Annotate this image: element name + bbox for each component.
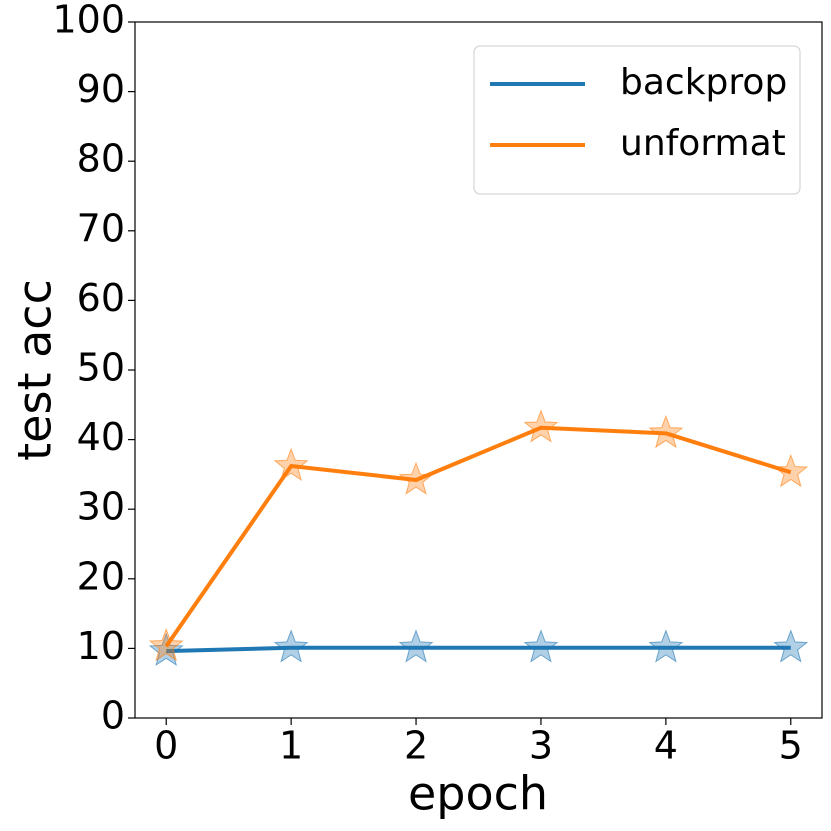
marker xyxy=(398,629,434,663)
marker xyxy=(523,409,559,443)
x-axis-label: epoch xyxy=(408,767,548,821)
x-tick-label: 0 xyxy=(154,724,178,768)
marker xyxy=(648,629,684,663)
marker xyxy=(398,461,434,495)
y-tick-label: 10 xyxy=(77,624,125,668)
plot-frame xyxy=(134,21,823,719)
marker xyxy=(773,453,809,488)
y-tick-label: 0 xyxy=(101,694,125,738)
y-tick-label: 80 xyxy=(77,137,125,181)
x-tick-label: 4 xyxy=(654,724,678,768)
marker xyxy=(273,629,309,663)
marker xyxy=(773,629,809,663)
y-tick-label: 70 xyxy=(77,206,125,250)
series-line xyxy=(166,645,791,654)
x-tick-label: 3 xyxy=(529,724,553,768)
marker xyxy=(148,627,184,662)
y-tick-label: 100 xyxy=(52,0,125,42)
y-tick-label: 40 xyxy=(77,415,125,459)
y-axis-label: test acc xyxy=(8,279,62,461)
marker xyxy=(523,629,559,663)
y-tick-label: 50 xyxy=(77,346,125,390)
x-tick-label: 2 xyxy=(404,724,428,768)
y-tick-label: 20 xyxy=(77,554,125,598)
y-tick-label: 60 xyxy=(77,276,125,320)
legend-label: backprop xyxy=(620,62,787,103)
y-tick-label: 30 xyxy=(77,485,125,529)
marker xyxy=(148,632,184,667)
x-tick-label: 1 xyxy=(279,724,303,768)
x-tick-label: 5 xyxy=(779,724,803,768)
y-tick-label: 90 xyxy=(77,67,125,111)
marker xyxy=(273,447,309,481)
series-line xyxy=(164,425,792,648)
marker xyxy=(648,414,684,449)
legend-label: unformat xyxy=(620,123,786,164)
